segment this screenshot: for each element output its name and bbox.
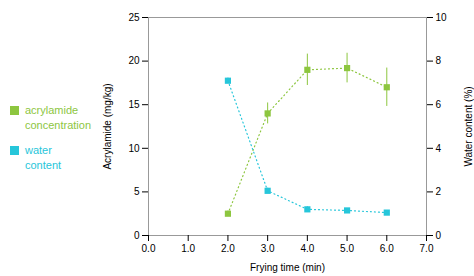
svg-text:6.0: 6.0 [380,243,394,254]
svg-text:2: 2 [436,186,442,197]
svg-text:6: 6 [436,99,442,110]
svg-text:5: 5 [134,186,140,197]
html-text:water: water [25,144,52,156]
svg-text:0.0: 0.0 [142,243,156,254]
svg-text:15: 15 [128,99,140,110]
svg-text:20: 20 [128,55,140,66]
svg-text:1.0: 1.0 [181,243,195,254]
svg-text:Frying time (min): Frying time (min) [250,262,325,273]
svg-text:7.0: 7.0 [420,243,434,254]
svg-text:2.0: 2.0 [221,243,235,254]
svg-text:25: 25 [128,12,140,23]
svg-text:5.0: 5.0 [340,243,354,254]
svg-text:4.0: 4.0 [300,243,314,254]
svg-text:8: 8 [436,55,442,66]
html-text:concentration: concentration [25,119,91,131]
html-text:content: content [25,159,62,171]
svg-text:0: 0 [134,230,140,241]
svg-text:10: 10 [436,12,448,23]
svg-text:4: 4 [436,143,442,154]
svg-text:Water content (%): Water content (%) [463,86,474,166]
html-text:acrylamide: acrylamide [25,104,79,116]
svg-text:Acrylamide (mg/kg): Acrylamide (mg/kg) [102,83,113,169]
svg-text:3.0: 3.0 [261,243,275,254]
svg-text:10: 10 [128,143,140,154]
svg-text:0: 0 [436,230,442,241]
